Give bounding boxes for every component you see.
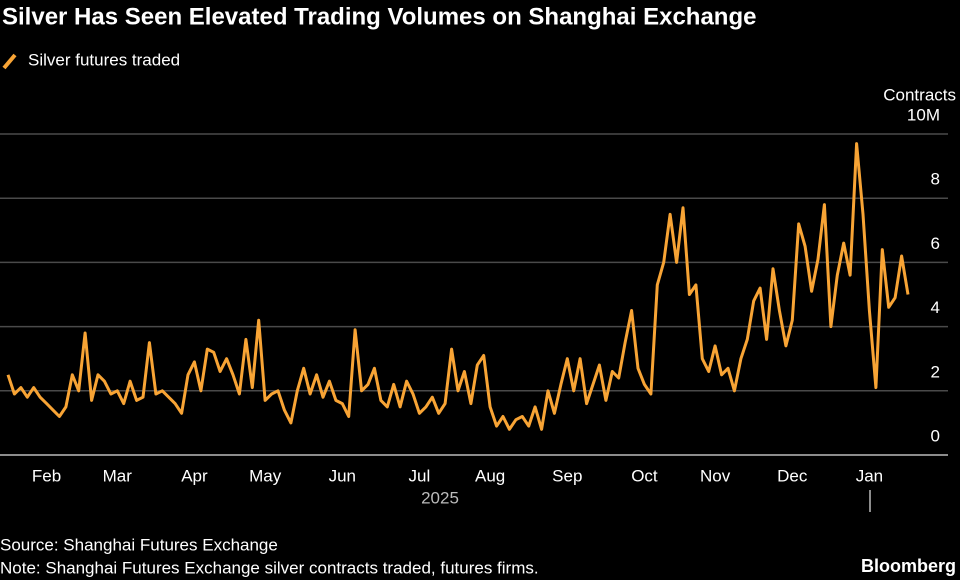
y-tick-label: 8 — [931, 170, 940, 189]
x-tick-label: Jul — [409, 466, 431, 485]
source: Source: Shanghai Futures Exchange — [0, 535, 278, 554]
data-line — [6, 142, 910, 431]
x-tick-label: Dec — [777, 466, 808, 485]
x-tick-label: Oct — [631, 466, 658, 485]
legend-swatch — [2, 53, 17, 70]
x-tick-label: Feb — [32, 466, 61, 485]
legend-label: Silver futures traded — [28, 50, 180, 69]
y-tick-label: 6 — [931, 234, 940, 253]
x-tick-label: Sep — [552, 466, 582, 485]
y-tick-label: 4 — [931, 298, 940, 317]
x-tick-label: Jun — [329, 466, 356, 485]
x-tick-label: Jan — [856, 466, 883, 485]
x-group-label: 2025 — [421, 488, 459, 507]
x-tick-label: May — [249, 466, 282, 485]
x-tick-label: Mar — [103, 466, 133, 485]
chart-title: Silver Has Seen Elevated Trading Volumes… — [2, 3, 756, 30]
y-tick-label: 0 — [931, 426, 940, 445]
y-tick-label: 10M — [907, 105, 940, 124]
x-tick-label: Aug — [475, 466, 505, 485]
note: Note: Shanghai Futures Exchange silver c… — [0, 558, 539, 577]
y-tick-label: 2 — [931, 362, 940, 381]
x-tick-label: Nov — [700, 466, 731, 485]
brand: Bloomberg — [861, 556, 956, 576]
x-tick-label: Apr — [181, 466, 208, 485]
y-axis-label: Contracts — [883, 85, 956, 104]
